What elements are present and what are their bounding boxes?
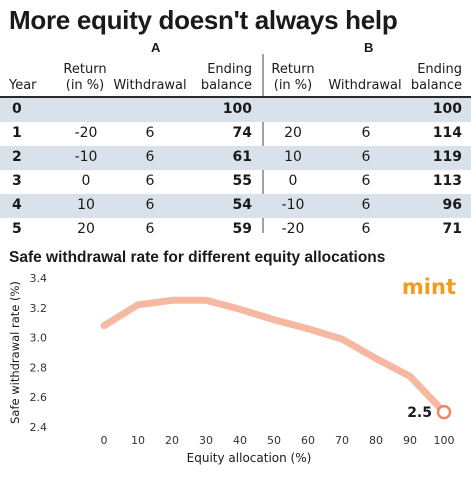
chart-title: Safe withdrawal rate for different equit… — [9, 249, 386, 266]
cell-a-return: 10 — [77, 197, 95, 213]
cell-a-withdrawal: 6 — [145, 125, 155, 141]
x-axis-label: Equity allocation (%) — [187, 451, 312, 465]
cell-b-balance: 114 — [432, 125, 462, 141]
cell-b-balance: 119 — [432, 149, 462, 165]
mint-logo: mint — [402, 275, 456, 299]
x-tick-label: 50 — [267, 434, 281, 447]
cell-a-balance: 100 — [222, 101, 252, 117]
header-a-return-line2: (in %) — [65, 78, 105, 93]
header-a-withdrawal: Withdrawal — [113, 78, 187, 93]
cell-b-withdrawal: 6 — [361, 149, 371, 165]
cell-a-withdrawal: 6 — [145, 149, 155, 165]
x-tick-label: 80 — [369, 434, 383, 447]
y-tick-label: 3.4 — [30, 272, 48, 285]
cell-b-balance: 71 — [442, 221, 462, 237]
header-rule — [0, 96, 471, 98]
x-tick-label: 30 — [199, 434, 213, 447]
y-tick-label: 2.4 — [30, 421, 48, 434]
table-row: 3 0 6 55 0 6 113 — [0, 170, 471, 194]
table-row: 5 20 6 59 -20 6 71 — [0, 218, 471, 242]
header-year: Year — [9, 78, 37, 93]
y-tick-label: 2.8 — [30, 361, 48, 374]
header-b-ending-line2: balance — [410, 78, 462, 93]
cell-b-withdrawal: 6 — [361, 221, 371, 237]
cell-a-withdrawal: 6 — [145, 173, 155, 189]
withdrawal-rate-chart: 2.4 2.6 2.8 3.0 3.2 3.4 0 10 20 30 40 50 60 70 80 90 100… — [8, 272, 456, 465]
y-axis-label: Safe withdrawal rate (%) — [8, 281, 22, 424]
table-row: 0 100 100 — [0, 98, 471, 122]
y-tick-label: 3.0 — [30, 332, 48, 345]
header-a-return-line1: Return — [63, 62, 107, 77]
table-row: 1 -20 6 74 20 6 114 — [0, 122, 471, 146]
cell-b-balance: 96 — [442, 197, 462, 213]
cell-a-balance: 61 — [232, 149, 252, 165]
cell-b-balance: 113 — [432, 173, 462, 189]
group-b-label: B — [364, 40, 374, 55]
x-tick-label: 0 — [101, 434, 108, 447]
header-b-return-line1: Return — [271, 62, 315, 77]
header-b-withdrawal: Withdrawal — [328, 78, 402, 93]
cell-b-return: 10 — [284, 149, 302, 165]
x-tick-label: 100 — [434, 434, 455, 447]
cell-a-balance: 74 — [232, 125, 252, 141]
cell-b-return: -20 — [281, 221, 305, 237]
group-divider — [262, 54, 264, 233]
cell-year: 4 — [12, 197, 22, 213]
cell-a-balance: 55 — [232, 173, 252, 189]
cell-year: 0 — [12, 101, 22, 117]
x-tick-label: 70 — [335, 434, 349, 447]
cell-b-withdrawal: 6 — [361, 173, 371, 189]
cell-a-withdrawal: 6 — [145, 197, 155, 213]
end-point-marker — [436, 404, 452, 420]
cell-b-balance: 100 — [432, 101, 462, 117]
header-b-return-line2: (in %) — [273, 78, 313, 93]
cell-b-return: 0 — [288, 173, 298, 189]
cell-b-withdrawal: 6 — [361, 125, 371, 141]
cell-year: 5 — [12, 221, 22, 237]
cell-a-balance: 54 — [232, 197, 252, 213]
cell-a-balance: 59 — [232, 221, 252, 237]
cell-a-return: -10 — [74, 149, 98, 165]
cell-a-return: 0 — [81, 173, 91, 189]
header-a-ending-line1: Ending — [207, 62, 252, 77]
x-tick-label: 60 — [301, 434, 315, 447]
cell-year: 1 — [12, 125, 22, 141]
group-a-label: A — [151, 40, 161, 55]
page-title: More equity doesn't always help — [9, 5, 398, 35]
x-tick-label: 90 — [403, 434, 417, 447]
end-value-label: 2.5 — [407, 405, 432, 421]
series-line — [100, 296, 448, 416]
cell-a-return: -20 — [74, 125, 98, 141]
balance-table: A B Year Return (in %) Withdrawal Ending… — [0, 40, 471, 237]
x-tick-label: 20 — [165, 434, 179, 447]
x-tick-label: 40 — [233, 434, 247, 447]
header-b-ending-line1: Ending — [417, 62, 462, 77]
cell-a-withdrawal: 6 — [145, 221, 155, 237]
x-tick-label: 10 — [131, 434, 145, 447]
cell-year: 3 — [12, 173, 22, 189]
cell-b-return: -10 — [281, 197, 305, 213]
y-tick-label: 3.2 — [30, 302, 48, 315]
table-row: 2 -10 6 61 10 6 119 — [0, 146, 471, 170]
table-row: 4 10 6 54 -10 6 96 — [0, 194, 471, 218]
cell-year: 2 — [12, 149, 22, 165]
header-a-ending-line2: balance — [200, 78, 252, 93]
cell-b-return: 20 — [284, 125, 302, 141]
y-tick-label: 2.6 — [30, 391, 48, 404]
cell-a-return: 20 — [77, 221, 95, 237]
cell-b-withdrawal: 6 — [361, 197, 371, 213]
